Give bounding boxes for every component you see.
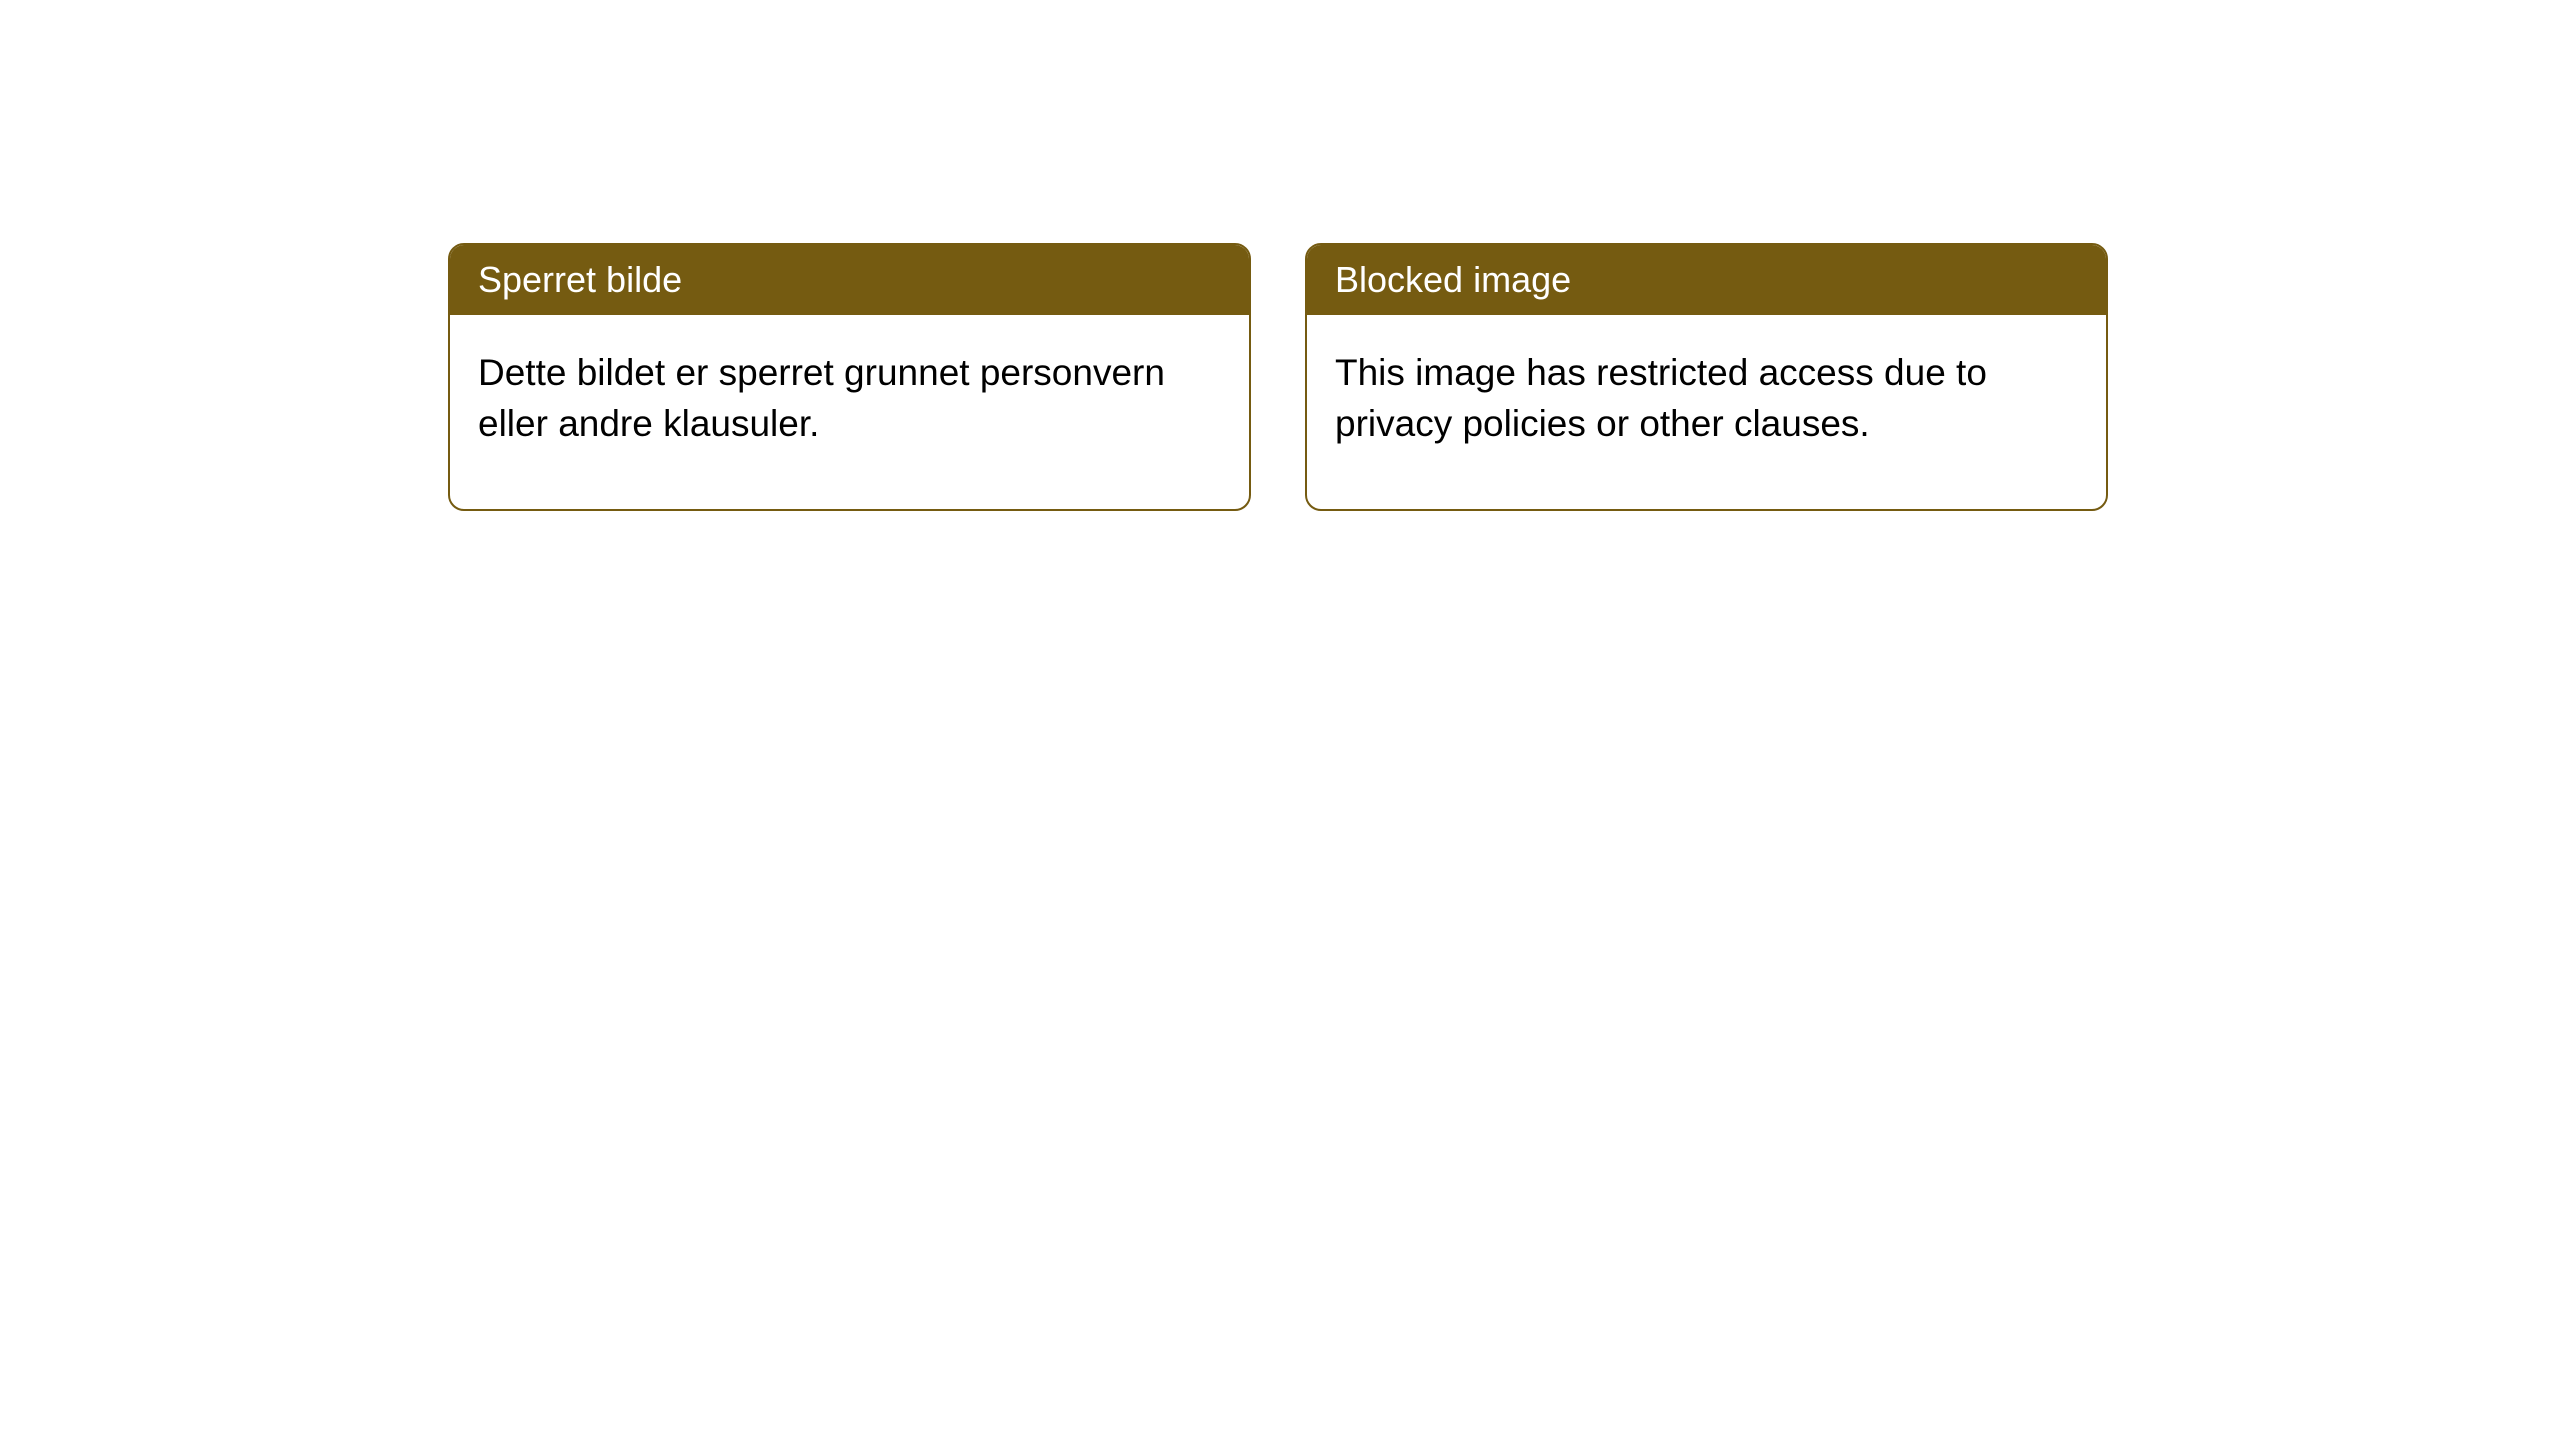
card-body-norwegian: Dette bildet er sperret grunnet personve… (450, 315, 1249, 509)
card-title-norwegian: Sperret bilde (478, 259, 682, 300)
card-header-norwegian: Sperret bilde (450, 245, 1249, 315)
card-body-english: This image has restricted access due to … (1307, 315, 2106, 509)
card-header-english: Blocked image (1307, 245, 2106, 315)
notice-container: Sperret bilde Dette bildet er sperret gr… (0, 0, 2560, 511)
blocked-image-card-english: Blocked image This image has restricted … (1305, 243, 2108, 511)
blocked-image-card-norwegian: Sperret bilde Dette bildet er sperret gr… (448, 243, 1251, 511)
card-title-english: Blocked image (1335, 259, 1571, 300)
card-message-norwegian: Dette bildet er sperret grunnet personve… (478, 352, 1165, 444)
card-message-english: This image has restricted access due to … (1335, 352, 1987, 444)
